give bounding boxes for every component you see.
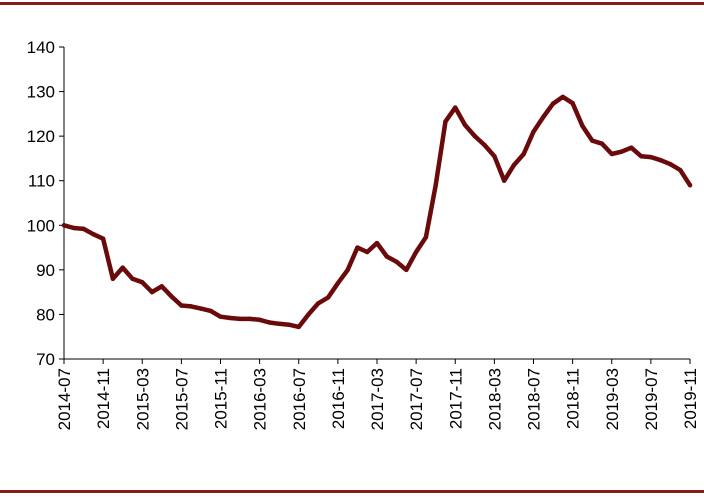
x-tick-label: 2018-03 xyxy=(485,368,504,430)
data-point xyxy=(550,101,556,106)
data-point xyxy=(345,267,350,273)
data-point xyxy=(609,151,614,157)
data-point xyxy=(130,276,135,281)
data-point xyxy=(120,265,125,270)
data-point xyxy=(492,154,497,159)
data-point xyxy=(668,162,673,167)
data-point xyxy=(404,267,409,273)
data-point xyxy=(384,254,389,259)
data-point xyxy=(228,315,233,321)
x-tick-label: 2017-11 xyxy=(446,368,465,429)
y-tick-label: 130 xyxy=(27,83,55,102)
data-point xyxy=(276,321,282,326)
x-tick-label: 2015-11 xyxy=(212,368,231,429)
data-point xyxy=(482,142,487,148)
data-point xyxy=(462,122,468,128)
y-axis: 70 80 90 100 110 120 130 140 xyxy=(27,38,65,369)
x-tick-label: 2019-11 xyxy=(681,368,700,429)
data-point xyxy=(110,276,116,281)
data-point xyxy=(638,154,644,159)
data-point xyxy=(365,249,370,255)
data-point xyxy=(580,123,585,129)
data-point xyxy=(589,138,595,143)
data-point xyxy=(140,280,145,285)
bottom-rule xyxy=(0,490,704,493)
y-tick-label: 90 xyxy=(36,261,55,280)
x-tick-label: 2014-11 xyxy=(94,368,113,429)
data-point xyxy=(71,225,76,231)
x-axis: 2014-07 2014-11 2015-03 2015-07 2015-11 2016-… xyxy=(55,358,700,430)
series-layer xyxy=(61,94,693,330)
x-tick-label: 2016-03 xyxy=(251,368,270,430)
data-point xyxy=(648,154,654,160)
x-tick-label: 2016-11 xyxy=(329,368,348,429)
data-point xyxy=(316,301,321,306)
data-point xyxy=(91,232,96,237)
data-point xyxy=(149,289,155,295)
data-point xyxy=(413,249,419,255)
data-point xyxy=(678,167,683,173)
data-point xyxy=(687,182,693,188)
x-tick-label: 2015-07 xyxy=(172,368,191,430)
data-point xyxy=(423,235,429,240)
data-point xyxy=(100,236,106,241)
data-point xyxy=(208,308,213,314)
x-tick-label: 2017-03 xyxy=(368,368,387,430)
data-point xyxy=(541,114,546,120)
data-point xyxy=(198,306,204,311)
data-point xyxy=(472,133,478,139)
data-point xyxy=(511,162,517,168)
data-point xyxy=(658,158,663,163)
data-point xyxy=(521,151,526,157)
data-point xyxy=(267,320,272,325)
data-point xyxy=(453,105,458,110)
data-point xyxy=(296,324,301,330)
x-tick-label: 2016-07 xyxy=(290,368,309,430)
y-tick-label: 110 xyxy=(28,172,55,191)
y-tick-label: 140 xyxy=(27,38,55,57)
y-tick-label: 80 xyxy=(36,305,55,324)
x-tick-label: 2019-03 xyxy=(603,368,622,430)
data-point xyxy=(237,316,243,322)
x-tick-label: 2019-07 xyxy=(642,368,661,430)
series-line xyxy=(61,94,693,330)
data-point xyxy=(335,281,341,286)
data-point xyxy=(619,149,624,154)
data-point xyxy=(257,317,262,322)
data-point xyxy=(560,94,566,100)
data-point xyxy=(570,100,575,106)
data-point xyxy=(159,284,165,289)
data-point xyxy=(433,182,438,188)
data-point xyxy=(81,226,86,232)
data-point xyxy=(355,245,360,250)
data-point xyxy=(325,295,331,300)
y-tick-label: 100 xyxy=(27,216,55,235)
data-point xyxy=(286,322,292,327)
data-point xyxy=(443,119,448,124)
x-tick-label: 2014-07 xyxy=(55,368,74,430)
data-point xyxy=(629,145,634,150)
y-tick-label: 120 xyxy=(27,127,55,146)
data-point xyxy=(394,259,399,265)
x-tick-label: 2015-03 xyxy=(133,368,152,430)
data-point xyxy=(501,178,507,183)
data-point xyxy=(247,316,253,322)
data-point xyxy=(599,141,605,146)
data-point xyxy=(218,314,223,319)
data-point xyxy=(188,304,194,309)
x-tick-label: 2017-07 xyxy=(407,368,426,430)
data-point xyxy=(531,129,536,134)
data-point xyxy=(179,303,184,308)
data-point xyxy=(61,223,67,228)
data-point xyxy=(374,240,380,246)
y-tick-label: 70 xyxy=(36,350,55,369)
data-point xyxy=(169,294,174,299)
data-point xyxy=(306,312,311,317)
x-tick-label: 2018-07 xyxy=(525,368,544,430)
x-tick-label: 2018-11 xyxy=(564,368,583,429)
top-rule xyxy=(0,2,704,5)
